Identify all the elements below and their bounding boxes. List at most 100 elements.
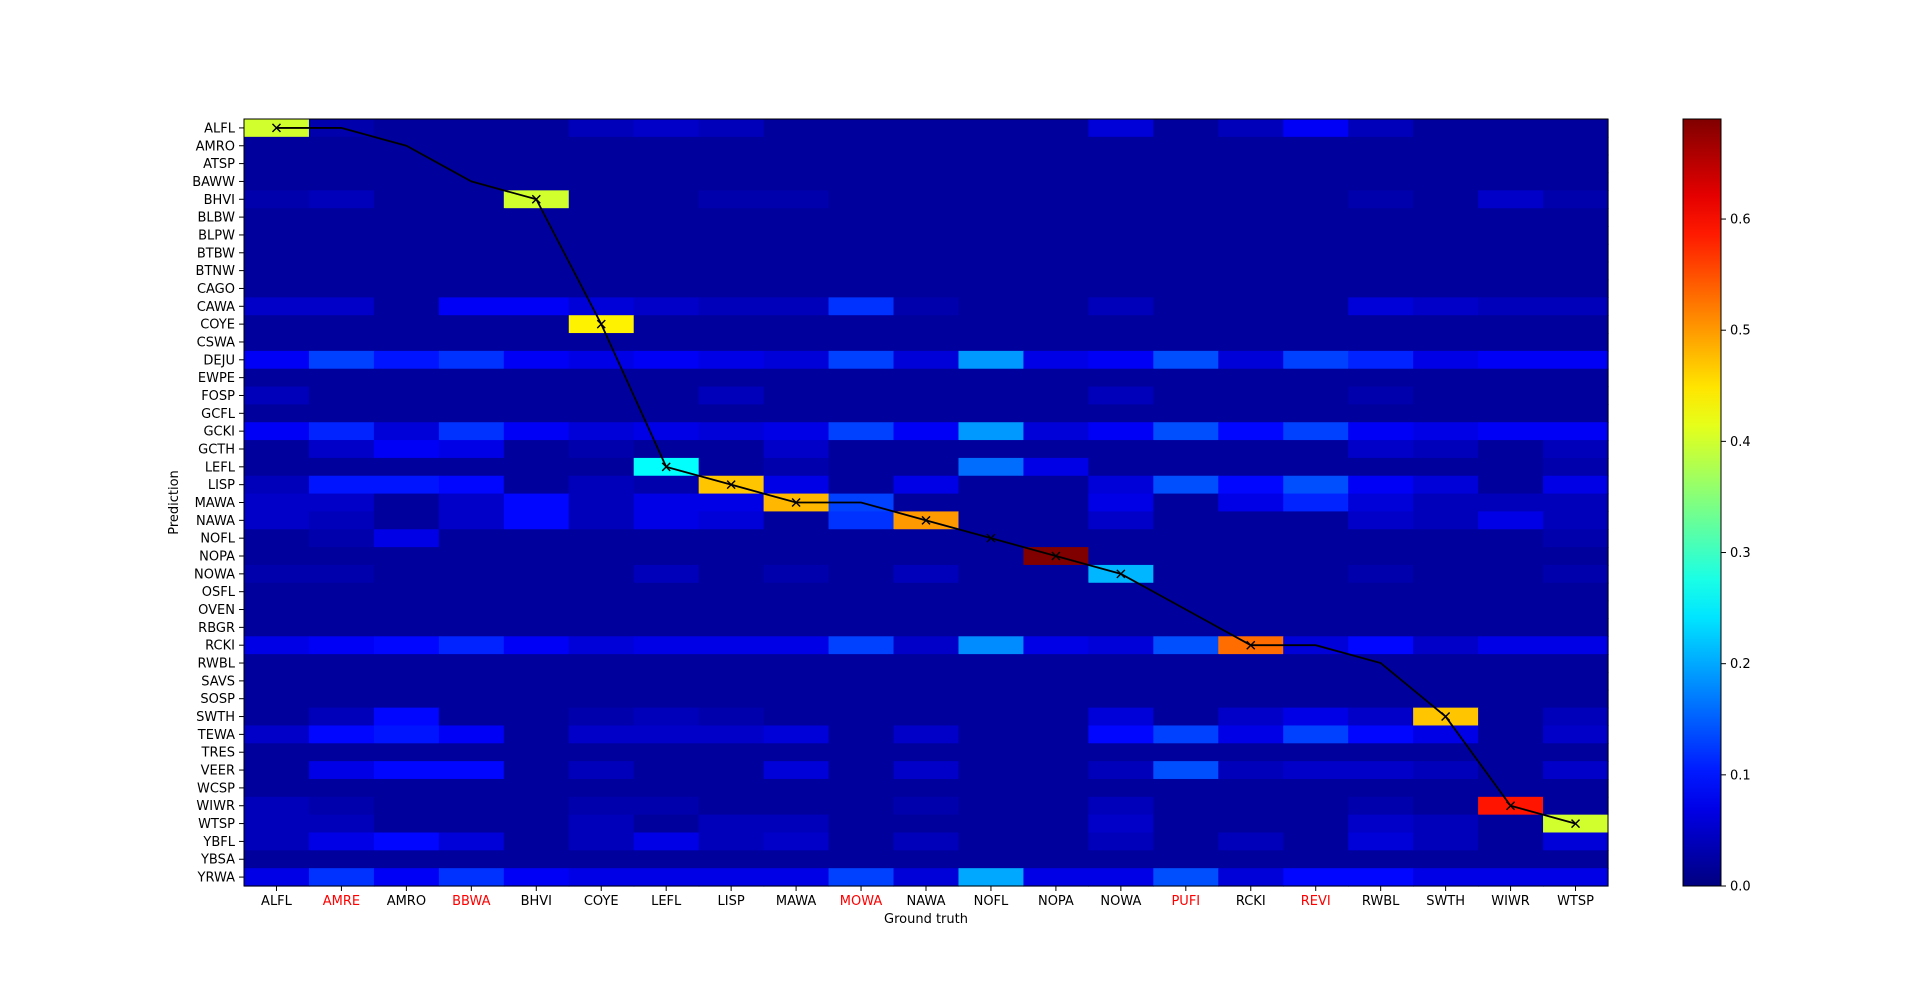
- heatmap-cell-wtsp-nowa: [1543, 564, 1609, 584]
- heatmap-cell-lefl-cawa: [633, 297, 700, 316]
- heatmap-cell-amre-nofl: [308, 529, 375, 548]
- heatmap-cell-revi-wiwr: [1283, 796, 1349, 816]
- heatmap-cell-rcki-ybsa: [1218, 850, 1284, 869]
- heatmap-cell-nopa-bhvi: [1023, 190, 1089, 209]
- x-tick-label-bbwa: BBWA: [452, 894, 491, 909]
- heatmap-cell-revi-osfl: [1283, 582, 1349, 602]
- heatmap-cell-mawa-rwbl: [763, 654, 830, 673]
- heatmap-cell-revi-gcth: [1283, 440, 1349, 459]
- heatmap-cell-coye-ybfl: [568, 832, 635, 851]
- heatmap-cell-coye-cawa: [568, 297, 635, 316]
- heatmap-cell-swth-cswa: [1413, 333, 1479, 352]
- heatmap-cell-mowa-lisp: [828, 475, 895, 495]
- heatmap-cell-rwbl-tres: [1348, 743, 1414, 762]
- heatmap-cell-rwbl-atsp: [1348, 154, 1414, 174]
- heatmap-cell-amre-bhvi: [308, 190, 375, 209]
- heatmap-cell-nowa-mawa: [1088, 493, 1154, 513]
- heatmap-cell-lisp-amro: [698, 136, 765, 156]
- heatmap-cell-bhvi-savs: [503, 671, 570, 691]
- heatmap-cell-revi-ewpe: [1283, 368, 1349, 388]
- heatmap-cell-wtsp-nawa: [1543, 511, 1609, 530]
- heatmap-cell-swth-tewa: [1413, 725, 1479, 744]
- heatmap-cell-amro-nawa: [373, 511, 440, 530]
- heatmap-cell-lisp-baww: [698, 172, 765, 191]
- y-tick-label-gcki: GCKI: [203, 425, 235, 440]
- heatmap-cell-nowa-coye: [1088, 315, 1154, 334]
- heatmap-cell-rcki-tewa: [1218, 725, 1284, 744]
- heatmap-cell-nopa-sosp: [1023, 689, 1089, 709]
- heatmap-cell-nofl-ybfl: [958, 832, 1025, 851]
- trace-marker-nopa: [1051, 551, 1061, 561]
- heatmap-cell-amre-rcki: [308, 636, 375, 655]
- heatmap-cell-mowa-yrwa: [828, 868, 895, 887]
- heatmap-cell-revi-yrwa: [1283, 868, 1349, 887]
- heatmap-cell-revi-btbw: [1283, 243, 1349, 263]
- heatmap-cell-alfl-ewpe: [244, 368, 310, 388]
- heatmap-cell-coye-sosp: [568, 689, 635, 709]
- heatmap-cell-lefl-btbw: [633, 243, 700, 263]
- heatmap-cell-swth-veer: [1413, 761, 1479, 780]
- heatmap-cell-mowa-ybfl: [828, 832, 895, 851]
- heatmap-cell-nawa-ewpe: [893, 368, 960, 388]
- heatmap-cell-rwbl-btnw: [1348, 261, 1414, 281]
- y-tick-label-wcsp: WCSP: [197, 781, 235, 796]
- heatmap-cell-pufi-gcki: [1153, 422, 1219, 441]
- heatmap-cell-mowa-wiwr: [828, 796, 895, 816]
- heatmap-cell-nopa-osfl: [1023, 582, 1089, 602]
- heatmap-cell-nofl-cawa: [958, 297, 1025, 316]
- heatmap-cell-amro-nowa: [373, 564, 440, 584]
- heatmap-cell-revi-nawa: [1283, 511, 1349, 530]
- heatmap-cell-nofl-gcfl: [958, 404, 1025, 423]
- heatmap-cell-revi-blbw: [1283, 208, 1349, 227]
- heatmap-cell-revi-wcsp: [1283, 778, 1349, 798]
- heatmap-cell-coye-amro: [568, 136, 635, 156]
- heatmap-cell-mawa-yrwa: [763, 868, 830, 887]
- heatmap-cell-mowa-lefl: [828, 457, 895, 477]
- heatmap-cell-lefl-alfl: [633, 119, 700, 138]
- heatmap-cell-nowa-nofl: [1088, 529, 1154, 548]
- trace-marker-nowa: [1116, 569, 1126, 579]
- heatmap-cell-rwbl-gcth: [1348, 440, 1414, 459]
- heatmap-cell-nawa-cago: [893, 279, 960, 298]
- heatmap-cell-amro-wcsp: [373, 778, 440, 798]
- heatmap-cell-bhvi-cago: [503, 279, 570, 298]
- heatmap-cell-wtsp-nofl: [1543, 529, 1609, 548]
- heatmap-cell-swth-fosp: [1413, 386, 1479, 405]
- heatmap-cell-lisp-nawa: [698, 511, 765, 530]
- heatmap-cell-bhvi-wtsp: [503, 814, 570, 834]
- colorbar-tick-label: 0.6: [1730, 213, 1751, 228]
- heatmap-cell-rcki-ewpe: [1218, 368, 1284, 388]
- heatmap-cell-bhvi-nowa: [503, 564, 570, 584]
- heatmap-cell-alfl-rcki: [244, 636, 310, 655]
- colorbar-tick-label: 0.1: [1730, 768, 1751, 783]
- heatmap-cell-lefl-btnw: [633, 261, 700, 281]
- heatmap-cell-coye-fosp: [568, 386, 635, 405]
- heatmap-cell-lefl-baww: [633, 172, 700, 191]
- heatmap-cell-nopa-nowa: [1023, 564, 1089, 584]
- heatmap-cell-nopa-ewpe: [1023, 368, 1089, 388]
- heatmap-cell-nopa-wcsp: [1023, 778, 1089, 798]
- y-tick-label-deju: DEJU: [203, 353, 235, 368]
- heatmap-cell-wiwr-mawa: [1478, 493, 1544, 513]
- heatmap-cell-amro-gcth: [373, 440, 440, 459]
- heatmap-cell-alfl-lefl: [244, 457, 310, 477]
- heatmap-cells: [244, 119, 1609, 887]
- heatmap-cell-amro-tewa: [373, 725, 440, 744]
- heatmap-cell-bhvi-baww: [503, 172, 570, 191]
- heatmap-cell-bbwa-ybsa: [438, 850, 505, 869]
- y-tick-label-rbgr: RBGR: [198, 621, 235, 636]
- heatmap-cell-coye-wiwr: [568, 796, 635, 816]
- heatmap-cell-bbwa-cago: [438, 279, 505, 298]
- heatmap-cell-lefl-wtsp: [633, 814, 700, 834]
- heatmap-cell-amre-blpw: [308, 226, 375, 245]
- heatmap-cell-mowa-osfl: [828, 582, 895, 602]
- y-tick-label-gcfl: GCFL: [201, 407, 236, 422]
- heatmap-cell-mowa-btnw: [828, 261, 895, 281]
- x-tick-label-coye: COYE: [584, 894, 619, 909]
- heatmap-cell-wiwr-amro: [1478, 136, 1544, 156]
- heatmap-cell-nawa-wiwr: [893, 796, 960, 816]
- heatmap-cell-nowa-ybsa: [1088, 850, 1154, 869]
- heatmap-cell-wtsp-savs: [1543, 671, 1609, 691]
- heatmap-cell-pufi-nopa: [1153, 547, 1219, 566]
- heatmap-cell-nawa-lisp: [893, 475, 960, 495]
